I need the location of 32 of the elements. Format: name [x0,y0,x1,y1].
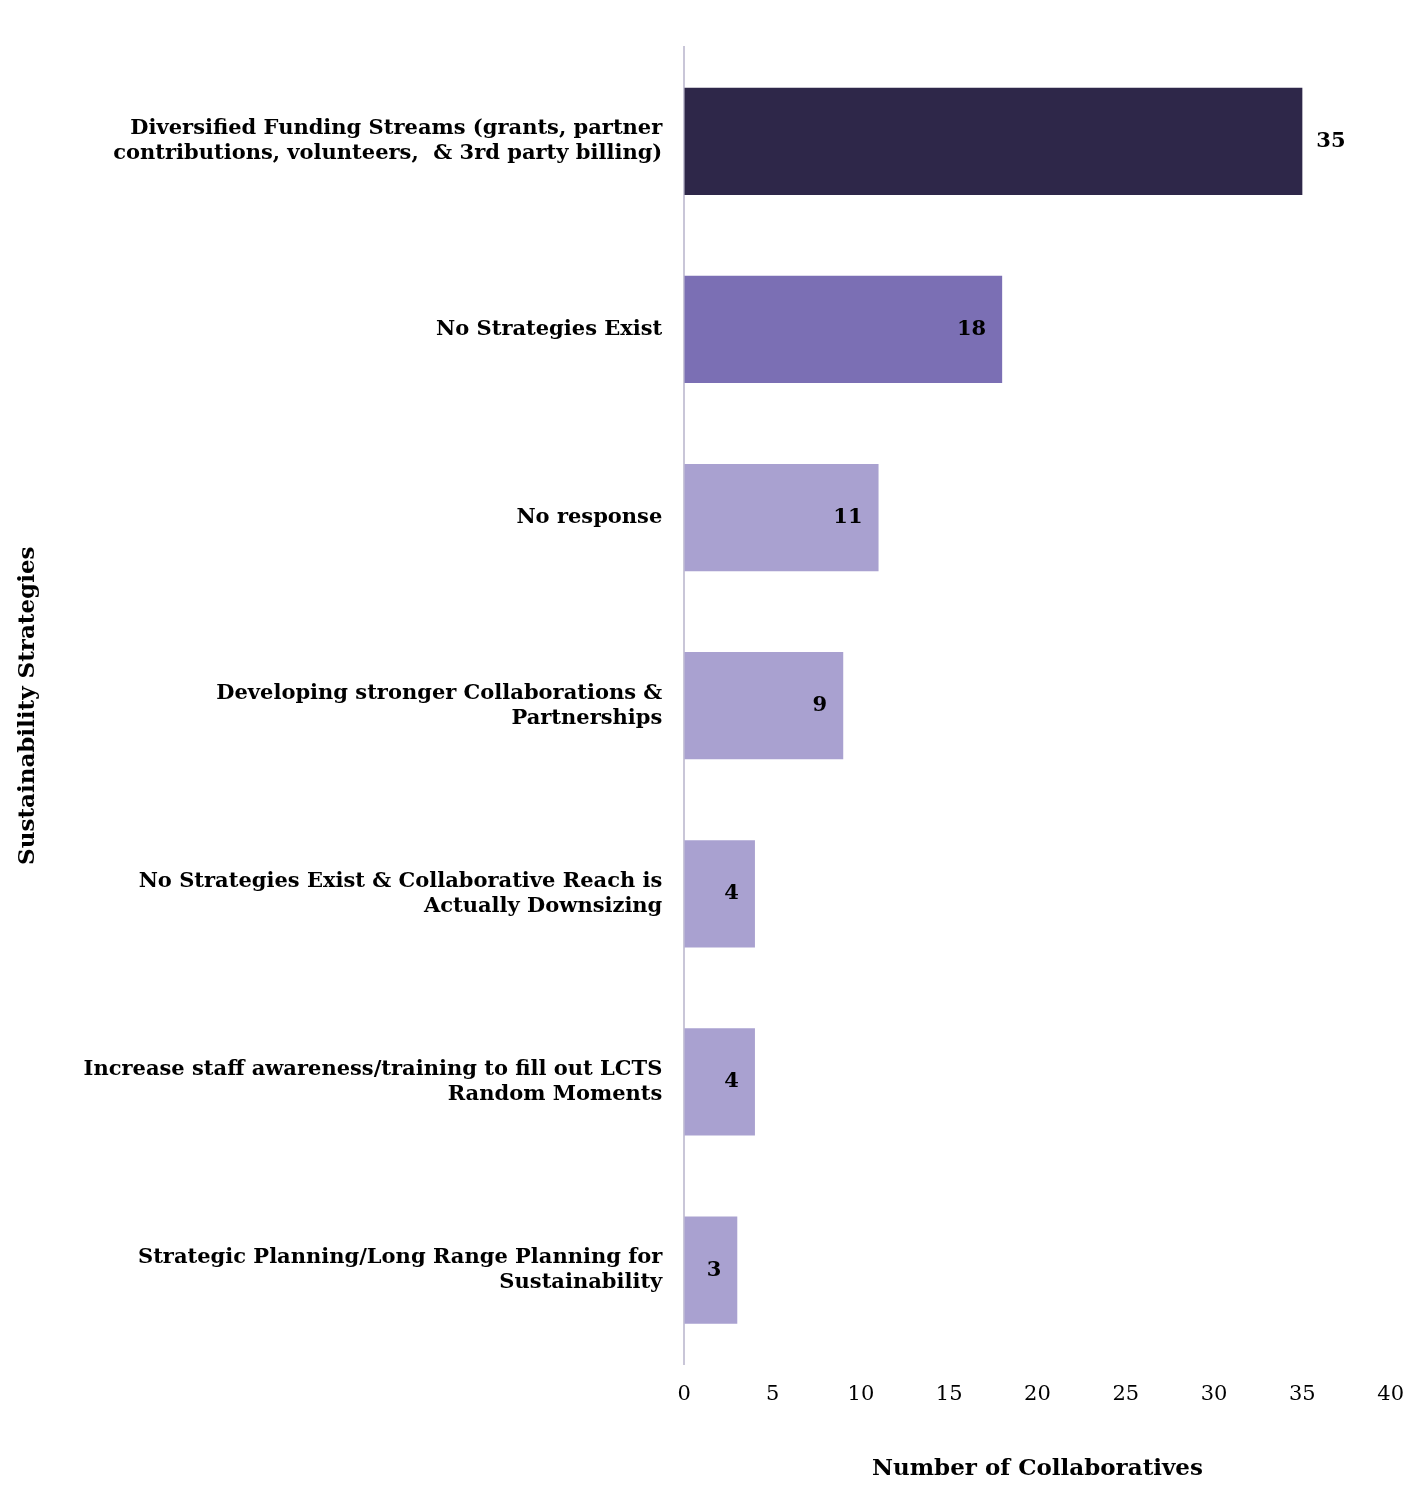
x-tick-label: 10 [847,1381,875,1406]
y-tick-label: Developing stronger Collaborations & Partnerships [216,678,663,729]
x-tick-label: 35 [1288,1381,1316,1406]
data-label: 11 [833,503,863,529]
data-label: 4 [724,879,739,905]
bar [684,1028,755,1136]
x-tick-label: 25 [1112,1381,1140,1406]
y-tick-label: Increase staff awareness/training to fill out LCTS Random Moments [83,1054,663,1106]
data-label: 3 [706,1255,722,1281]
x-tick-label: 20 [1024,1381,1051,1406]
bar [684,652,844,760]
data-label: 9 [812,691,828,717]
bar [684,463,879,572]
y-tick-label: No Strategies Exist [436,314,663,340]
bar [684,87,1303,195]
x-tick-label: 5 [765,1381,780,1406]
y-axis-title: Sustainability Strategies [11,546,39,865]
bar [684,840,755,948]
data-label: 4 [724,1067,739,1093]
bar [684,275,1003,384]
x-tick-label: 0 [677,1381,691,1406]
bar [684,1216,738,1324]
data-label: 35 [1316,126,1346,152]
y-tick-label: Diversified Funding Streams (grants, partner contributions, volunteers, & 3rd party billing) [113,114,664,165]
x-tick-label: 40 [1377,1381,1405,1406]
y-tick-label: No Strategies Exist & Collaborative Reach is Actually Downsizing [138,866,663,917]
data-label: 18 [956,314,987,340]
y-tick-label: No response [516,503,663,529]
x-tick-label: 15 [935,1381,963,1406]
y-tick-label: Strategic Planning/Long Range Planning for Sustainability [137,1242,664,1294]
x-tick-label: 30 [1200,1381,1228,1406]
x-axis-title: Number of Collaboratives [872,1453,1203,1481]
